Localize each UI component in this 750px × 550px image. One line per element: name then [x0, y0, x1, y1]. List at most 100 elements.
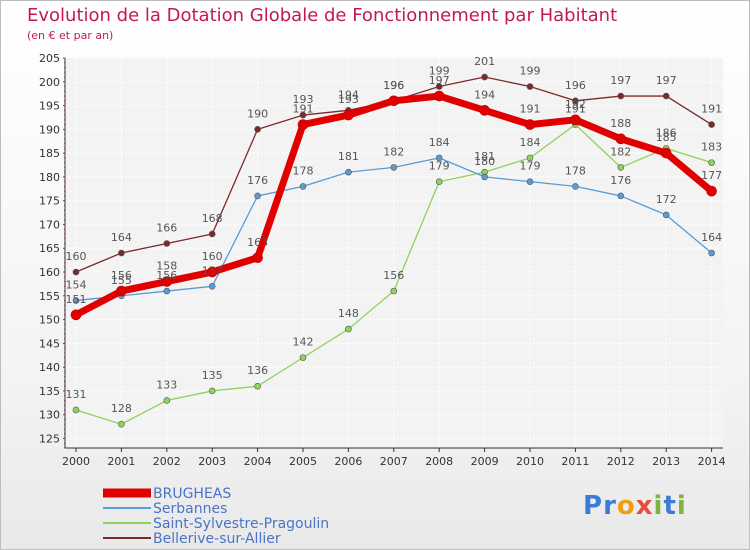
x-tick-label: 2004	[244, 455, 272, 468]
data-label: 188	[610, 117, 631, 130]
data-label: 182	[610, 145, 631, 158]
data-point	[708, 249, 715, 257]
data-label: 156	[156, 269, 177, 282]
logo-letter: i	[653, 491, 664, 521]
x-tick-label: 2002	[153, 455, 181, 468]
y-tick-label: 190	[39, 123, 60, 136]
data-label: 135	[202, 369, 223, 382]
x-tick-label: 2012	[607, 455, 635, 468]
data-label: 191	[565, 103, 586, 116]
x-tick-label: 2006	[334, 455, 362, 468]
data-label: 191	[520, 103, 541, 116]
data-point	[299, 111, 307, 119]
data-label: 194	[474, 88, 495, 101]
data-label: 160	[66, 250, 87, 263]
data-point	[617, 92, 625, 100]
data-point	[70, 309, 82, 321]
data-label: 177	[701, 169, 722, 182]
data-point	[208, 387, 216, 395]
data-label: 196	[383, 79, 404, 92]
data-label: 194	[338, 88, 359, 101]
y-tick-label: 125	[39, 432, 60, 445]
data-label: 183	[701, 141, 722, 154]
logo-letter: i	[676, 491, 687, 521]
data-point	[708, 121, 715, 128]
data-point	[435, 154, 443, 162]
data-label: 190	[247, 107, 268, 120]
data-point	[388, 95, 400, 107]
data-label: 133	[156, 378, 177, 391]
data-label: 191	[293, 103, 314, 116]
data-label: 156	[111, 269, 132, 282]
data-point	[433, 90, 445, 102]
y-tick-label: 205	[39, 52, 60, 65]
data-point	[662, 211, 670, 219]
data-label: 178	[565, 164, 586, 177]
data-point	[481, 73, 488, 81]
data-label: 197	[610, 74, 631, 87]
data-label: 163	[247, 236, 268, 249]
x-tick-label: 2005	[289, 455, 317, 468]
data-point	[570, 114, 581, 126]
data-label: 181	[338, 150, 359, 163]
data-label: 178	[293, 164, 314, 177]
data-label: 180	[474, 155, 495, 168]
data-label: 199	[429, 65, 450, 78]
data-point	[161, 276, 173, 287]
data-point	[435, 83, 443, 90]
y-tick-label: 160	[39, 266, 60, 279]
x-tick-label: 2014	[698, 455, 726, 468]
y-tick-label: 165	[39, 242, 60, 255]
data-point	[299, 354, 307, 361]
data-point	[118, 249, 125, 257]
data-point	[254, 382, 261, 390]
data-label: 199	[520, 65, 541, 78]
x-tick-label: 2013	[652, 455, 680, 468]
data-point	[615, 133, 627, 145]
x-tick-label: 2008	[425, 455, 453, 468]
data-point	[706, 185, 717, 197]
data-point	[72, 406, 80, 414]
data-label: 155	[111, 274, 132, 287]
data-point	[252, 252, 263, 264]
data-point	[526, 154, 534, 162]
data-point	[526, 83, 534, 90]
data-point	[297, 119, 309, 130]
data-label: 148	[338, 307, 359, 320]
x-tick-label: 2010	[516, 455, 544, 468]
data-point	[435, 178, 443, 185]
data-point	[572, 97, 579, 105]
data-point	[163, 240, 171, 247]
data-label: 184	[520, 136, 541, 149]
legend-label-serbannes: Serbannes	[153, 501, 228, 517]
data-label: 131	[66, 388, 87, 401]
data-label: 156	[383, 269, 404, 282]
y-tick-label: 200	[39, 76, 60, 89]
data-label: 181	[474, 150, 495, 163]
y-tick-label: 130	[39, 409, 60, 422]
data-point	[345, 325, 352, 333]
data-label: 197	[429, 74, 450, 87]
x-tick-label: 2003	[198, 455, 226, 468]
data-point	[572, 183, 579, 190]
chart-subtitle: (en € et par an)	[27, 29, 114, 42]
data-point	[163, 287, 171, 295]
logo-letter: x	[635, 491, 654, 521]
data-point	[299, 183, 307, 190]
y-tick-label: 185	[39, 147, 60, 160]
data-label: 172	[656, 193, 677, 206]
data-point	[254, 126, 261, 133]
data-point	[345, 168, 352, 176]
data-label: 176	[610, 174, 631, 187]
y-tick-label: 155	[39, 290, 60, 303]
data-point	[343, 109, 354, 121]
y-tick-label: 150	[39, 314, 60, 327]
data-label: 184	[429, 136, 450, 149]
data-point	[708, 159, 715, 166]
data-label: 186	[656, 126, 677, 139]
y-tick-label: 135	[39, 385, 60, 398]
data-point	[163, 397, 171, 404]
data-point	[208, 282, 216, 290]
